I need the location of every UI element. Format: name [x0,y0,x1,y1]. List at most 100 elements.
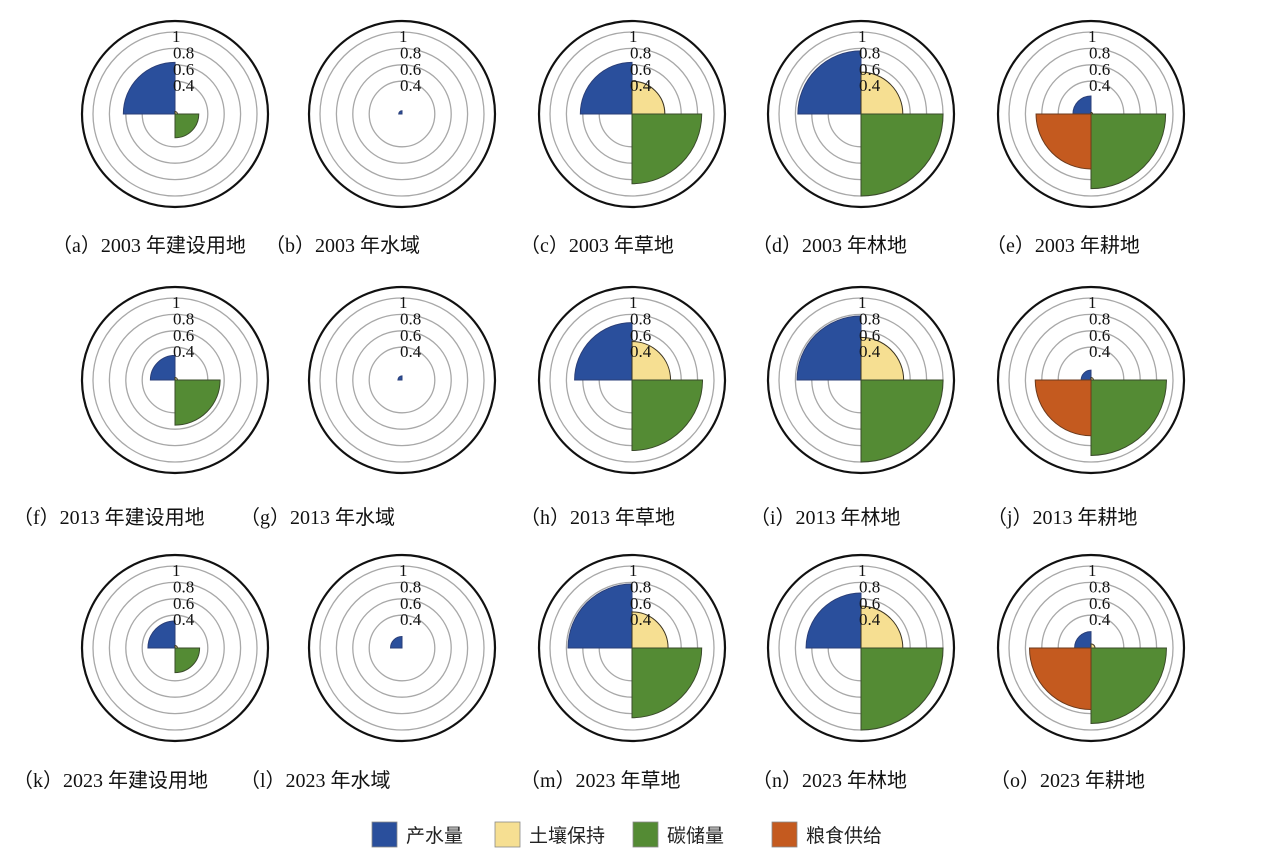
grid-ring-0_8 [108,313,242,447]
wedge-soil-retention [631,340,672,381]
grid-ring-0_4 [368,614,436,682]
radial-tick-label: 1 [172,293,181,312]
chart-panel-o: 0.40.60.81 （o）2023 年耕地 [990,553,1186,792]
wedge-soil-retention [631,611,669,649]
legend-swatch [494,821,521,848]
radial-tick-label: 0.6 [859,326,880,345]
legend-swatch [632,821,659,848]
radial-tick-label: 0.4 [400,76,422,95]
radial-tick-label: 0.4 [400,610,422,629]
radial-tick-label: 1 [1088,561,1097,580]
radial-tick-label: 0.4 [859,76,881,95]
radial-tick-label: 0.8 [400,309,421,328]
legend-swatch [771,821,798,848]
wedge-water-yield [796,315,862,381]
radial-tick-label: 0.6 [630,60,651,79]
grid-ring-0_4 [368,80,436,148]
wedges [397,375,403,381]
legend: 产水量 土壤保持 碳储量 粮食供给 [371,821,882,848]
wedge-water-yield [1072,95,1092,115]
wedges [579,61,703,185]
wedges [149,354,221,426]
radial-tick-label: 1 [172,561,181,580]
legend-label: 产水量 [406,825,463,847]
grid-ring-0_8 [335,47,469,181]
wedges [574,322,704,452]
grid-ring-0_8 [335,313,469,447]
grid-ring-0_4 [141,614,209,682]
chart-panel-h: 0.40.60.81 （h）2013 年草地 [520,285,727,529]
wedge-water-yield [574,322,633,381]
radial-tick-label: 0.8 [630,309,651,328]
radial-tick-label: 0.8 [630,577,651,596]
wedges [1035,95,1167,190]
grid-ring-0_6 [352,64,452,164]
chart-panel-b: 0.40.60.81 （b）2003 年水域 [265,19,497,257]
radial-tick-label: 1 [858,27,867,46]
wedge-water-yield [149,354,176,381]
panel-caption: （b）2003 年水域 [265,234,420,257]
radial-tick-label: 0.4 [859,342,881,361]
grid-ring-0_6 [352,598,452,698]
grid-ring-1 [1008,297,1174,463]
wedge-carbon-storage [174,647,201,674]
chart-panels: 0.40.60.81（a）2003 年建设用地0.40.60.81（b）2003… [13,19,1186,792]
panel-caption: （h）2013 年草地 [520,506,675,529]
radial-tick-label: 0.8 [1089,577,1110,596]
grid-ring-0_4 [368,346,436,414]
radial-tick-label: 0.6 [630,326,651,345]
wedges [1028,631,1167,724]
radial-tick-label: 0.8 [859,43,880,62]
chart-panel-f: 0.40.60.81 （f）2013 年建设用地 [13,285,270,529]
radial-tick-labels: 0.40.60.81 [629,561,652,629]
radial-tick-label: 1 [399,27,408,46]
wedges [1034,369,1167,456]
radial-tick-labels: 0.40.60.81 [1088,561,1111,629]
grid-ring-1 [1008,31,1174,197]
grid-ring-0_8 [108,47,242,181]
radial-tick-labels: 0.40.60.81 [172,27,195,95]
wedge-water-yield [147,620,176,649]
panel-caption: （c）2003 年草地 [520,234,674,257]
wedges [122,61,200,139]
wedge-carbon-storage [631,647,703,719]
wedge-carbon-storage [860,379,944,463]
radial-tick-label: 0.8 [173,577,194,596]
wedges [390,636,403,649]
wedge-water-yield [122,61,176,115]
chart-panel-a: 0.40.60.81 （a）2003 年建设用地 [52,19,270,257]
radial-tick-labels: 0.40.60.81 [858,27,881,95]
legend-item-food-supply: 粮食供给 [771,821,882,848]
chart-panel-j: 0.40.60.81 （j）2013 年耕地 [987,285,1186,529]
radial-tick-label: 0.4 [173,342,195,361]
grid-ring-0_8 [335,581,469,715]
legend-label: 碳储量 [667,825,724,847]
radial-tick-label: 1 [629,293,638,312]
radial-tick-labels: 0.40.60.81 [629,27,652,95]
radial-tick-label: 1 [858,561,867,580]
legend-label: 土壤保持 [529,825,605,847]
radial-tick-label: 1 [1088,293,1097,312]
grid-ring-1 [319,31,485,197]
grid-ring-0_6 [125,330,225,430]
wedge-carbon-storage [1090,113,1167,190]
radial-tick-label: 0.6 [173,326,194,345]
radial-tick-label: 0.4 [630,342,652,361]
legend-item-carbon-storage: 碳储量 [632,821,724,848]
panel-caption: （i）2013 年林地 [750,506,901,529]
radial-tick-label: 0.4 [630,610,652,629]
grid-ring-0_6 [352,330,452,430]
radial-tick-labels: 0.40.60.81 [172,561,195,629]
panel-caption: （l）2023 年水域 [240,769,391,792]
radial-tick-labels: 0.40.60.81 [1088,27,1111,95]
legend-label: 粮食供给 [806,825,882,847]
grid-ring-0_6 [125,598,225,698]
radial-tick-labels: 0.40.60.81 [629,293,652,361]
wedges [805,592,944,731]
panel-caption: （f）2013 年建设用地 [13,506,205,529]
wedges [797,50,944,197]
panel-caption: （e）2003 年耕地 [986,234,1140,257]
chart-panel-l: 0.40.60.81 （l）2023 年水域 [240,553,497,792]
grid-ring-1 [92,565,258,731]
